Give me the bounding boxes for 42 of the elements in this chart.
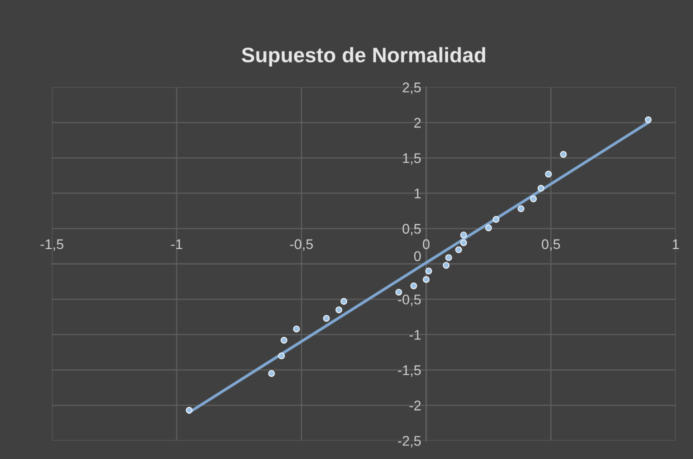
y-tick-label: 1,5 bbox=[403, 153, 421, 165]
point bbox=[644, 116, 652, 124]
point bbox=[560, 150, 567, 158]
y-tick-label: 1 bbox=[414, 188, 421, 198]
y-tick-label: 0,5 bbox=[402, 224, 421, 236]
x-tick-label: 1 bbox=[672, 239, 679, 249]
point bbox=[460, 232, 467, 238]
point bbox=[455, 246, 462, 254]
y-tick-label: 0 bbox=[414, 251, 421, 262]
point bbox=[278, 352, 285, 360]
x-tick-label: -0,5 bbox=[290, 239, 313, 251]
point bbox=[186, 406, 193, 414]
point bbox=[518, 205, 524, 212]
y-tick-label: -1 bbox=[410, 330, 421, 340]
point bbox=[323, 314, 330, 322]
chart-title: Supuesto de Normalidad bbox=[242, 47, 486, 67]
y-tick-label: -0,5 bbox=[398, 294, 421, 306]
point bbox=[530, 196, 537, 202]
y-tick-label: 2 bbox=[414, 118, 421, 128]
point bbox=[460, 239, 467, 246]
point bbox=[293, 326, 300, 332]
x-tick-label: -1,5 bbox=[40, 239, 64, 251]
x-tick-label: 0 bbox=[422, 239, 430, 250]
point bbox=[340, 298, 348, 305]
x-tick-label: -1 bbox=[171, 239, 182, 249]
point bbox=[268, 370, 275, 377]
y-tick-label: 2,5 bbox=[402, 82, 421, 94]
point bbox=[445, 254, 452, 261]
point bbox=[538, 184, 544, 192]
x-tick-label: 0,5 bbox=[542, 239, 560, 251]
point bbox=[422, 276, 430, 283]
y-tick-label: -2,5 bbox=[398, 436, 421, 448]
point bbox=[492, 216, 500, 223]
point bbox=[442, 262, 450, 269]
point bbox=[545, 170, 552, 178]
point bbox=[280, 336, 288, 344]
point bbox=[485, 224, 492, 232]
y-tick-label: -2 bbox=[410, 400, 421, 410]
point bbox=[336, 306, 342, 314]
point bbox=[425, 268, 432, 274]
point bbox=[410, 282, 418, 290]
y-tick-label: -1,5 bbox=[398, 365, 421, 377]
